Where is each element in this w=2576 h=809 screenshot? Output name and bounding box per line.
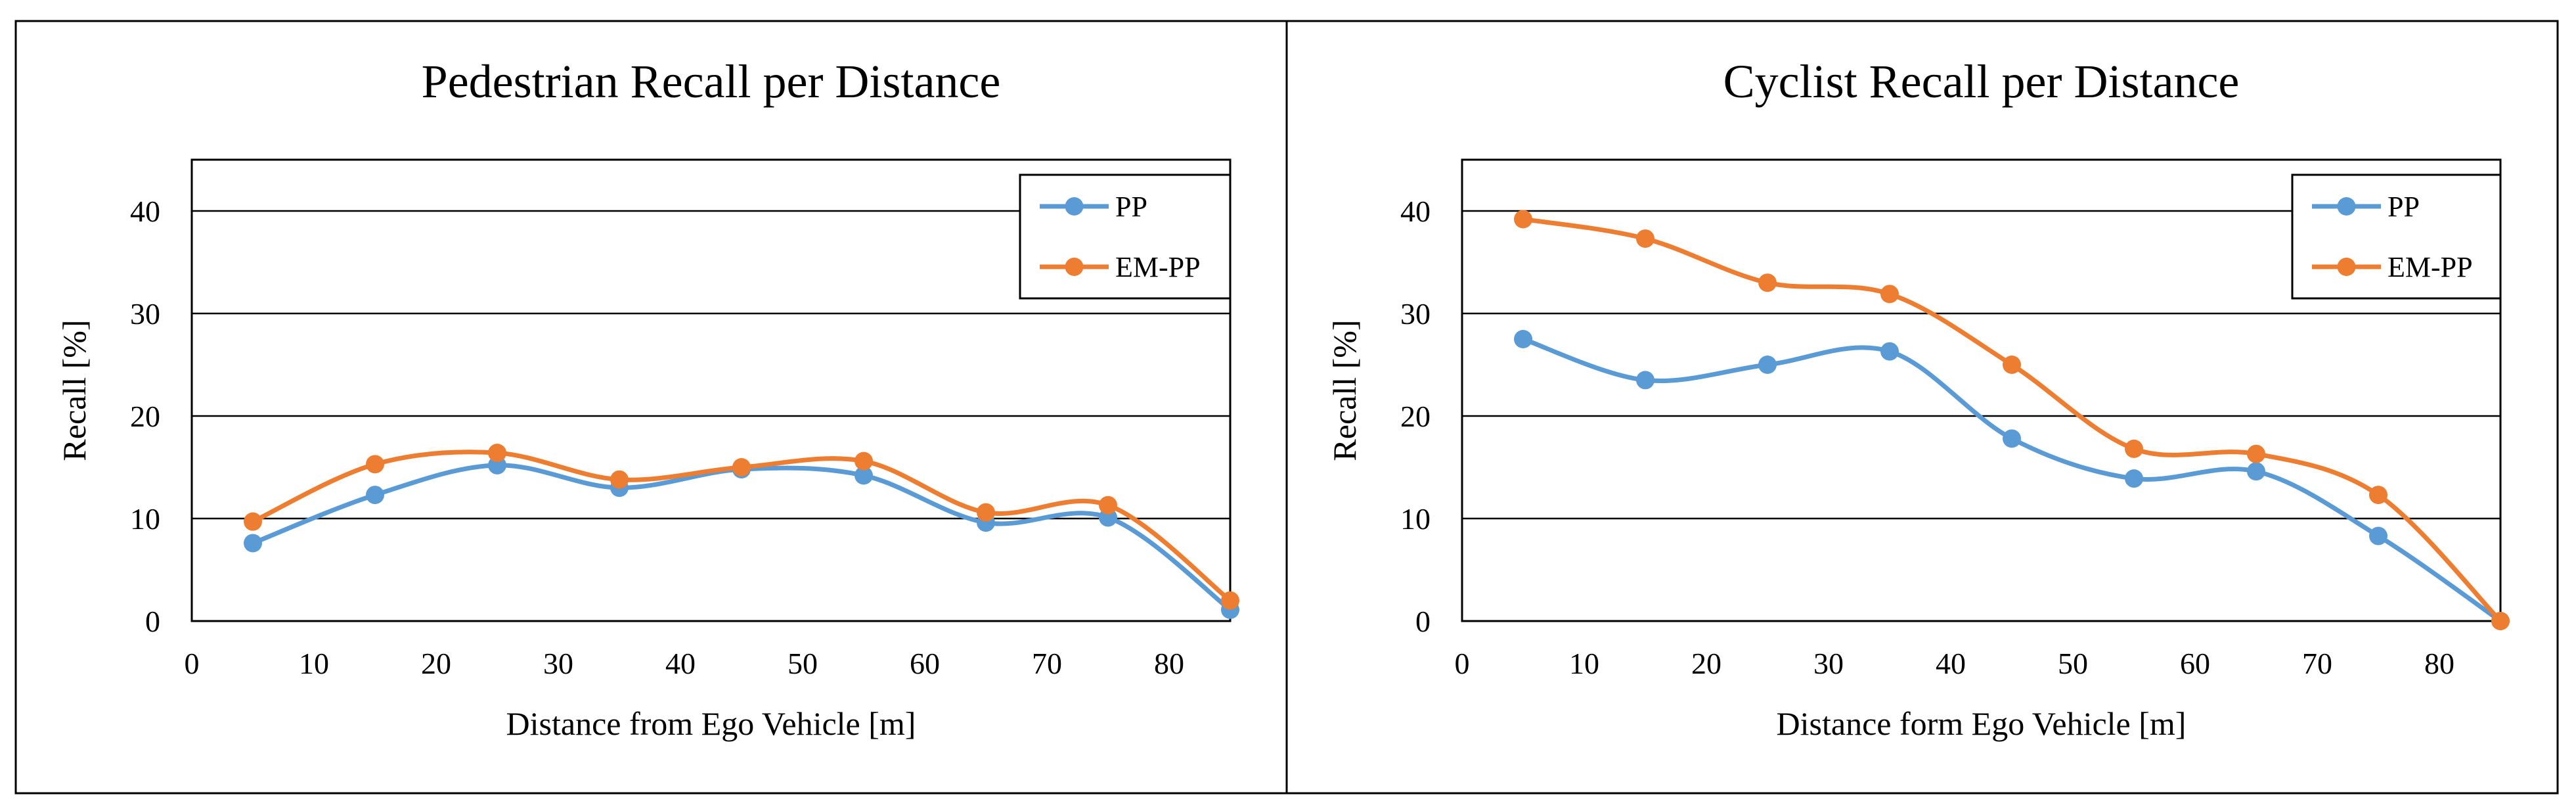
data-point-em-pp	[1099, 496, 1117, 515]
data-point-em-pp	[855, 451, 873, 471]
x-tick-label: 80	[2424, 647, 2454, 680]
x-tick-label: 50	[2058, 647, 2088, 680]
chart-frame	[1285, 20, 2559, 795]
legend-label: PP	[2387, 191, 2420, 223]
data-point-em-pp	[2491, 612, 2510, 630]
data-point-em-pp	[2125, 439, 2143, 458]
plot-area	[1461, 158, 2502, 622]
legend-label: EM-PP	[2387, 251, 2473, 283]
legend-swatch-marker	[1065, 197, 1084, 216]
chart-frame	[14, 20, 1288, 795]
data-point-em-pp	[488, 444, 506, 463]
y-tick-label: 0	[1415, 605, 1431, 638]
x-tick-label: 20	[1691, 647, 1721, 680]
data-point-pp	[1758, 356, 1777, 374]
data-point-pp	[2003, 429, 2021, 448]
x-tick-label: 70	[1032, 647, 1062, 680]
data-point-em-pp	[1880, 285, 1899, 304]
chart-title: Cyclist Recall per Distance	[1723, 55, 2240, 108]
x-axis-label: Distance form Ego Vehicle [m]	[1777, 705, 2187, 742]
data-point-em-pp	[2369, 486, 2387, 505]
x-tick-label: 40	[665, 647, 696, 680]
y-tick-label: 20	[130, 400, 160, 433]
plot-area	[190, 158, 1232, 622]
y-tick-label: 10	[1400, 502, 1431, 536]
data-point-pp	[244, 534, 262, 553]
x-tick-label: 0	[185, 647, 200, 680]
data-point-pp	[2369, 526, 2387, 545]
chart-2: Cyclist Recall per Distance 0 10 20 30 40 0 10 2…	[1285, 20, 2559, 795]
y-axis-label: Recall [%]	[56, 319, 93, 461]
data-point-pp	[1880, 342, 1899, 361]
data-point-em-pp	[1221, 591, 1239, 610]
legend: PP EM-PP	[1019, 173, 1232, 300]
x-tick-label: 70	[2302, 647, 2332, 680]
chart-1: Pedestrian Recall per Distance 0 10 20 30 40 0…	[14, 20, 1288, 795]
x-tick-label: 80	[1154, 647, 1184, 680]
data-point-pp	[2125, 469, 2143, 488]
data-point-em-pp	[244, 512, 262, 531]
x-axis-label: Distance from Ego Vehicle [m]	[506, 705, 916, 742]
series-line-pp	[250, 463, 1233, 613]
y-tick-label: 0	[145, 605, 160, 638]
y-tick-label: 40	[130, 195, 160, 228]
x-tick-label: 50	[788, 647, 818, 680]
data-point-em-pp	[366, 455, 384, 474]
y-tick-label: 20	[1400, 400, 1431, 433]
data-point-em-pp	[732, 458, 751, 476]
x-tick-label: 10	[299, 647, 329, 680]
x-tick-label: 20	[421, 647, 451, 680]
x-tick-label: 0	[1455, 647, 1470, 680]
data-point-em-pp	[610, 470, 629, 489]
data-point-em-pp	[1514, 210, 1532, 229]
legend-swatch-marker	[2337, 258, 2356, 276]
legend-box	[1019, 173, 1232, 300]
data-point-em-pp	[1758, 273, 1777, 292]
y-tick-label: 30	[1400, 297, 1431, 331]
y-tick-label: 10	[130, 502, 160, 536]
data-point-em-pp	[977, 503, 995, 522]
legend-swatch-marker	[1065, 258, 1084, 276]
y-tick-label: 40	[1400, 195, 1431, 228]
y-tick-label: 30	[130, 297, 160, 331]
y-axis-label: Recall [%]	[1326, 319, 1363, 461]
legend: PP EM-PP	[2291, 173, 2502, 300]
legend-label: EM-PP	[1115, 251, 1201, 283]
chart-title: Pedestrian Recall per Distance	[422, 55, 1001, 108]
x-tick-label: 40	[1936, 647, 1966, 680]
data-point-em-pp	[1636, 229, 1654, 248]
data-point-pp	[855, 466, 873, 485]
data-point-pp	[1514, 330, 1532, 348]
data-point-em-pp	[2247, 444, 2265, 463]
x-tick-label: 60	[2180, 647, 2210, 680]
legend-box	[2291, 173, 2502, 300]
data-point-pp	[2247, 462, 2265, 481]
x-tick-label: 30	[1813, 647, 1844, 680]
series-line-em-pp	[1521, 216, 2503, 624]
legend-swatch-marker	[2337, 197, 2356, 216]
legend-label: PP	[1115, 191, 1147, 223]
data-point-pp	[366, 486, 384, 505]
x-tick-label: 10	[1569, 647, 1599, 680]
x-tick-label: 60	[910, 647, 940, 680]
data-point-pp	[1636, 371, 1654, 390]
data-point-em-pp	[2003, 356, 2021, 374]
x-tick-label: 30	[543, 647, 573, 680]
